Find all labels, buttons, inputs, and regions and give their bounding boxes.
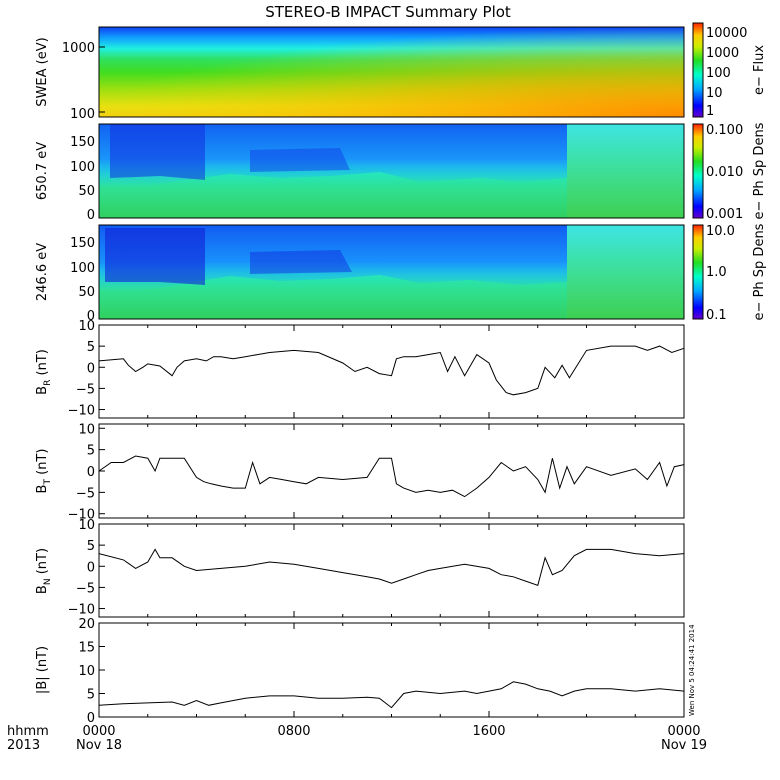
pad-246-frame	[98, 224, 685, 320]
pad-650-dark-strip	[250, 148, 350, 172]
br-ytick-label: −10	[68, 404, 95, 419]
pad-246-right-region	[567, 225, 684, 319]
figure-title: STEREO-B IMPACT Summary Plot	[265, 3, 511, 21]
pad-246-cbar-label: e− Ph Sp Dens	[752, 223, 767, 320]
bmag-ticks: 0 5 10 15 20	[78, 617, 685, 726]
pad-246-cbar-tick-0.1: 0.1	[706, 308, 727, 323]
bn-ylabel: BN (nT)	[35, 548, 53, 594]
bn-ytick-label: 5	[87, 539, 95, 554]
bt-ytick-label: 10	[78, 422, 95, 437]
br-ylabel: BR (nT)	[35, 349, 53, 395]
bmag-ytick-label: 15	[78, 641, 95, 656]
pad-246-colorbar	[692, 224, 704, 320]
time-tick-label-0: 0000	[82, 724, 115, 739]
pad-246-dark-strip	[105, 228, 205, 285]
bmag-ytick-label: 10	[78, 664, 95, 679]
pad-246-ytick-50: 50	[78, 285, 95, 300]
bmag-series-line	[98, 681, 685, 709]
pad-650-ylabel: 650.7 eV	[35, 142, 50, 200]
swea-panel: SWEA (eV) 1000 100 10000 1000 100 10 1 e…	[35, 22, 767, 122]
bn-panel: BN (nT) −10 −5 0 5 10	[35, 518, 685, 618]
pad-650-cbar-label: e− Ph Sp Dens	[752, 122, 767, 219]
bmag-ytick-label: 5	[87, 688, 95, 703]
bt-ytick-label: 5	[87, 444, 95, 459]
bt-ticks: −10 −5 0 5 10	[68, 422, 685, 523]
pad-650-panel: 650.7 eV 150 100 50 0 0.100 0.010 0.001 …	[35, 122, 767, 223]
pad-650-ytick-50: 50	[78, 184, 95, 199]
bn-ytick-label: −5	[76, 581, 95, 596]
timestamp-stamp: Wen Nov 5 04:24:41 2014	[688, 624, 696, 716]
swea-ytick-100: 100	[70, 107, 95, 122]
swea-cbar-label: e− Flux	[752, 45, 767, 95]
pad-650-cbar-tick-0.001: 0.001	[706, 207, 743, 222]
pad-246-ylabel: 246.6 eV	[35, 243, 50, 301]
br-panel: BR (nT) −10 −5 0 5 10	[35, 319, 685, 419]
bn-series-line	[98, 548, 685, 586]
pad-246-cbar-tick-10.0: 10.0	[706, 224, 735, 239]
pad-650-ytick-100: 100	[70, 160, 95, 175]
bmag-ylabel: |B| (nT)	[35, 646, 50, 694]
swea-cbar-tick-1000: 1000	[706, 46, 739, 61]
pad-246-dark-strip	[250, 250, 352, 274]
time-tick-label-2: 1600	[472, 724, 505, 739]
bt-ytick-label: 0	[87, 465, 95, 480]
time-axis-corner-hhmm: hhmm	[7, 724, 49, 739]
swea-cbar-tick-10000: 10000	[706, 26, 747, 41]
br-ytick-label: −5	[76, 382, 95, 397]
pad-650-cbar-tick-0.010: 0.010	[706, 165, 743, 180]
swea-colorbar	[692, 22, 704, 118]
bn-ytick-label: −10	[68, 603, 95, 618]
br-ytick-label: 0	[87, 361, 95, 376]
swea-cbar-tick-10: 10	[706, 86, 723, 101]
pad-246-ytick-150: 150	[70, 236, 95, 251]
bt-series-line	[98, 455, 685, 498]
bt-ylabel: BT (nT)	[35, 449, 53, 494]
pad-246-ytick-0: 0	[87, 309, 95, 324]
bt-trace	[98, 455, 685, 498]
time-tick-label-3: 0000	[667, 724, 700, 739]
time-tick-label-1: 0800	[277, 724, 310, 739]
bt-ytick-label: −10	[68, 508, 95, 523]
time-tick-sub-0: Nov 18	[76, 738, 122, 753]
swea-cbar-tick-100: 100	[706, 66, 731, 81]
bmag-frame	[98, 622, 685, 718]
bt-ytick-label: −5	[76, 486, 95, 501]
bmag-ytick-label: 0	[87, 711, 95, 726]
br-ytick-label: 5	[87, 340, 95, 355]
swea-cbar-tick-1: 1	[706, 104, 714, 119]
bt-panel: BT (nT) −10 −5 0 5 10	[35, 422, 685, 523]
bn-trace	[98, 548, 685, 586]
pad-650-dark-strip	[110, 124, 205, 180]
bn-ytick-label: 0	[87, 560, 95, 575]
pad-650-right-region	[567, 124, 684, 218]
br-frame	[98, 324, 685, 419]
br-ticks: −10 −5 0 5 10	[68, 319, 685, 419]
pad-650-cbar-tick-0.100: 0.100	[706, 123, 743, 138]
bmag-trace	[98, 681, 685, 709]
pad-650-frame	[98, 123, 685, 219]
br-ytick-label: 10	[78, 319, 95, 334]
swea-high-flux-region	[99, 27, 684, 117]
bn-ytick-label: 10	[78, 518, 95, 533]
pad-650-colorbar	[692, 123, 704, 219]
pad-246-ytick-100: 100	[70, 261, 95, 276]
bt-frame	[98, 423, 685, 519]
br-series-line	[98, 345, 685, 396]
pad-246-cbar-tick-1.0: 1.0	[706, 265, 727, 280]
pad-650-ytick-0: 0	[87, 208, 95, 223]
bmag-panel: |B| (nT) 0 5 10 15 20 Wen Nov 5 04:24:41 201…	[35, 617, 696, 726]
bn-frame	[98, 523, 685, 618]
swea-ytick-1000: 1000	[62, 41, 95, 56]
swea-frame	[98, 26, 685, 118]
br-trace	[98, 345, 685, 396]
bn-ticks: −10 −5 0 5 10	[68, 518, 685, 618]
pad-246-panel: 246.6 eV 150 100 50 0 10.0 1.0 0.1 e− Ph…	[35, 223, 767, 324]
time-axis-corner-year: 2013	[7, 738, 40, 753]
swea-ylabel: SWEA (eV)	[35, 37, 50, 106]
time-tick-sub-3: Nov 19	[661, 738, 707, 753]
time-axis: hhmm 2013 0000 Nov 18 0800 1600 0000 Nov…	[7, 724, 707, 753]
bmag-ytick-label: 20	[78, 617, 95, 632]
pad-650-ytick-150: 150	[70, 135, 95, 150]
